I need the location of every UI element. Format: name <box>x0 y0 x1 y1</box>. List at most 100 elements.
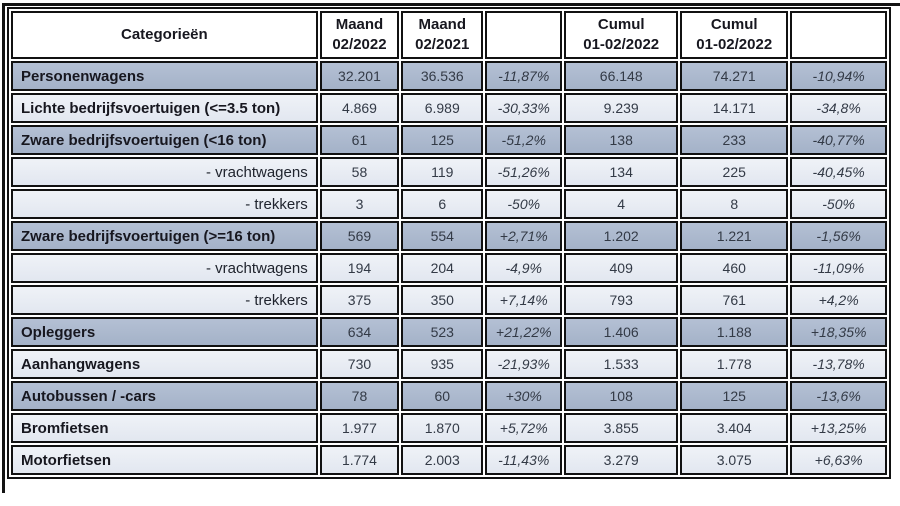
value-cumul-2022: 793 <box>564 285 679 315</box>
value-maand-02-2022: 569 <box>319 221 400 251</box>
value-maand-percent-change: -11,43% <box>485 445 563 475</box>
header-categories: Categorieën <box>11 11 318 59</box>
value-cumul-percent-change: -40,45% <box>790 157 887 187</box>
value-maand-02-2021: 125 <box>401 125 484 155</box>
value-maand-02-2021: 6 <box>401 189 484 219</box>
value-cumul-percent-change: +18,35% <box>790 317 887 347</box>
value-maand-percent-change: +2,71% <box>485 221 563 251</box>
value-cumul-2022: 1.533 <box>564 349 679 379</box>
value-maand-02-2022: 375 <box>319 285 400 315</box>
category-cell: Aanhangwagens <box>11 349 318 379</box>
value-cumul-percent-change: -1,56% <box>790 221 887 251</box>
value-cumul-2022: 134 <box>564 157 679 187</box>
value-cumul-percent-change: -13,78% <box>790 349 887 379</box>
value-maand-02-2021: 6.989 <box>401 93 484 123</box>
value-cumul-2021: 225 <box>680 157 789 187</box>
value-maand-02-2022: 4.869 <box>319 93 400 123</box>
value-maand-02-2022: 78 <box>319 381 400 411</box>
category-cell: - trekkers <box>11 189 318 219</box>
value-cumul-2021: 8 <box>680 189 789 219</box>
value-maand-02-2021: 36.536 <box>401 61 484 91</box>
value-maand-02-2021: 60 <box>401 381 484 411</box>
value-maand-02-2022: 3 <box>319 189 400 219</box>
table-row: - vrachtwagens 194 204 -4,9% 409 460 -11… <box>11 253 887 283</box>
table-row: Motorfietsen 1.774 2.003 -11,43% 3.279 3… <box>11 445 887 475</box>
vehicle-registrations-table: Categorieën Maand 02/2022 Maand 02/2021 … <box>7 7 891 479</box>
header-cumul-2022: Cumul 01-02/2022 <box>564 11 679 59</box>
header-row: Categorieën Maand 02/2022 Maand 02/2021 … <box>11 11 887 59</box>
category-cell: - vrachtwagens <box>11 157 318 187</box>
table-row: - vrachtwagens 58 119 -51,26% 134 225 -4… <box>11 157 887 187</box>
value-maand-percent-change: -11,87% <box>485 61 563 91</box>
category-cell: Zware bedrijfsvoertuigen (>=16 ton) <box>11 221 318 251</box>
value-cumul-2022: 1.406 <box>564 317 679 347</box>
value-maand-percent-change: +30% <box>485 381 563 411</box>
header-line: Cumul <box>597 15 645 33</box>
value-cumul-2022: 1.202 <box>564 221 679 251</box>
category-cell: Autobussen / -cars <box>11 381 318 411</box>
value-cumul-2021: 1.188 <box>680 317 789 347</box>
value-cumul-percent-change: +4,2% <box>790 285 887 315</box>
value-cumul-2022: 138 <box>564 125 679 155</box>
value-cumul-percent-change: -11,09% <box>790 253 887 283</box>
value-cumul-percent-change: -13,6% <box>790 381 887 411</box>
value-cumul-2021: 74.271 <box>680 61 789 91</box>
value-maand-percent-change: -50% <box>485 189 563 219</box>
value-maand-02-2022: 61 <box>319 125 400 155</box>
header-line: 02/2022 <box>332 36 387 53</box>
category-cell: Zware bedrijfsvoertuigen (<16 ton) <box>11 125 318 155</box>
category-cell: Opleggers <box>11 317 318 347</box>
header-line: Maand <box>418 15 466 33</box>
category-cell: - vrachtwagens <box>11 253 318 283</box>
value-cumul-2022: 3.279 <box>564 445 679 475</box>
table-row: Lichte bedrijfsvoertuigen (<=3.5 ton) 4.… <box>11 93 887 123</box>
value-cumul-percent-change: -50% <box>790 189 887 219</box>
value-maand-percent-change: -51,2% <box>485 125 563 155</box>
value-cumul-2021: 460 <box>680 253 789 283</box>
value-cumul-2021: 3.075 <box>680 445 789 475</box>
table-row: - trekkers 375 350 +7,14% 793 761 +4,2% <box>11 285 887 315</box>
value-maand-percent-change: -51,26% <box>485 157 563 187</box>
value-cumul-2021: 1.221 <box>680 221 789 251</box>
value-maand-percent-change: -4,9% <box>485 253 563 283</box>
category-cell: - trekkers <box>11 285 318 315</box>
value-cumul-percent-change: -40,77% <box>790 125 887 155</box>
header-maand-delta-empty <box>485 11 563 59</box>
value-maand-02-2021: 119 <box>401 157 484 187</box>
table-row: Opleggers 634 523 +21,22% 1.406 1.188 +1… <box>11 317 887 347</box>
header-line: 01-02/2022 <box>696 36 773 53</box>
category-cell: Lichte bedrijfsvoertuigen (<=3.5 ton) <box>11 93 318 123</box>
header-line: 01-02/2022 <box>583 36 660 53</box>
value-maand-percent-change: +5,72% <box>485 413 563 443</box>
header-cumul-delta-empty <box>790 11 887 59</box>
value-maand-percent-change: +7,14% <box>485 285 563 315</box>
header-maand-02-2021: Maand 02/2021 <box>401 11 484 59</box>
value-cumul-2022: 108 <box>564 381 679 411</box>
header-line: Maand <box>335 15 384 33</box>
header-cumul-2021: Cumul 01-02/2022 <box>680 11 789 59</box>
value-maand-percent-change: -30,33% <box>485 93 563 123</box>
value-cumul-2021: 3.404 <box>680 413 789 443</box>
category-cell: Personenwagens <box>11 61 318 91</box>
value-maand-02-2021: 2.003 <box>401 445 484 475</box>
value-cumul-2021: 1.778 <box>680 349 789 379</box>
value-cumul-percent-change: +6,63% <box>790 445 887 475</box>
table-row: Zware bedrijfsvoertuigen (>=16 ton) 569 … <box>11 221 887 251</box>
value-cumul-percent-change: +13,25% <box>790 413 887 443</box>
value-maand-02-2021: 554 <box>401 221 484 251</box>
value-cumul-percent-change: -10,94% <box>790 61 887 91</box>
value-maand-02-2022: 634 <box>319 317 400 347</box>
category-cell: Bromfietsen <box>11 413 318 443</box>
header-line: Cumul <box>710 15 758 33</box>
value-cumul-2022: 9.239 <box>564 93 679 123</box>
table-row: Personenwagens 32.201 36.536 -11,87% 66.… <box>11 61 887 91</box>
value-maand-02-2021: 204 <box>401 253 484 283</box>
value-cumul-2022: 66.148 <box>564 61 679 91</box>
value-cumul-2021: 761 <box>680 285 789 315</box>
value-cumul-2021: 125 <box>680 381 789 411</box>
value-maand-02-2022: 1.774 <box>319 445 400 475</box>
value-maand-percent-change: +21,22% <box>485 317 563 347</box>
value-cumul-2022: 3.855 <box>564 413 679 443</box>
table-row: Aanhangwagens 730 935 -21,93% 1.533 1.77… <box>11 349 887 379</box>
value-maand-02-2021: 935 <box>401 349 484 379</box>
